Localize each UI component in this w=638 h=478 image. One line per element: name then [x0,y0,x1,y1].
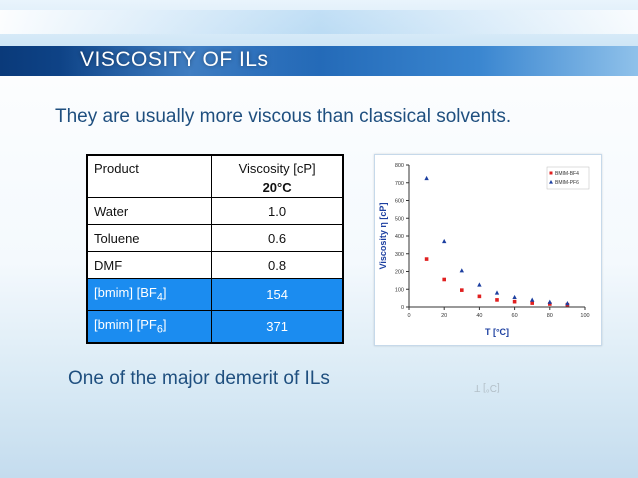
x-tick-label: 20 [441,313,447,319]
demerit-note: One of the major demerit of ILs [68,368,330,389]
x-tick-label: 0 [407,313,410,319]
header-viscosity: Viscosity [cP] 20°C [211,154,344,198]
viscosity-cell: 0.8 [211,251,344,280]
reflection-svg: T [°C] [474,382,500,393]
reflection-xlabel: T [°C] [474,382,500,393]
data-point-bmim-bf4 [495,298,499,302]
product-bracket: ] [162,317,167,333]
product-cell: DMF [86,251,213,280]
data-point-bmim-pf6 [424,175,429,181]
product-cell: [bmim] [BF4] [86,278,213,311]
y-tick-label: 0 [401,305,404,311]
slide-title: VISCOSITY OF ILs [80,48,269,71]
product-name: [bmim] [PF [94,317,157,333]
title-bar [0,46,638,76]
table-row: Water 1.0 [86,196,344,226]
product-subscript: 4 [156,291,163,304]
data-point-bmim-bf4 [530,301,534,305]
y-tick-label: 400 [395,234,404,240]
data-point-bmim-pf6 [494,290,500,295]
y-tick-label: 600 [395,199,404,205]
data-point-bmim-bf4 [512,299,517,304]
data-point-bmim-pf6 [547,299,552,304]
chart-reflection: T [°C] [374,345,600,405]
table-header-row: Product Viscosity [cP] 20°C [86,154,344,198]
data-point-bmim-pf6 [442,238,447,244]
table-row-highlighted: [bmim] [PF6] 371 [86,309,344,344]
header-band [0,0,638,46]
y-tick-label: 100 [395,287,404,293]
header-viscosity-label: Viscosity [cP] [238,161,316,176]
table-row: Toluene 0.6 [86,224,344,253]
data-point-bmim-bf4 [424,257,429,261]
y-axis-label: Viscosity η [cP] [378,203,388,270]
legend-label: BMIM-BF4 [555,171,579,177]
product-cell: [bmim] [PF6] [86,309,213,344]
viscosity-table: Product Viscosity [cP] 20°C Water 1.0 To… [86,154,344,344]
table-row-highlighted: [bmim] [BF4] 154 [86,278,344,311]
viscosity-cell: 154 [211,278,344,311]
data-point-bmim-pf6 [565,301,570,306]
x-tick-label: 60 [512,313,518,319]
y-tick-label: 300 [395,252,404,258]
data-point-bmim-pf6 [512,294,517,300]
legend-box [546,166,590,190]
x-tick-label: 40 [476,313,482,319]
header-temperature: 20°C [262,180,292,195]
x-tick-label: 100 [580,313,589,319]
table-row: DMF 0.8 [86,251,344,280]
data-point-bmim-bf4 [460,288,464,292]
x-tick-label: 80 [547,313,553,319]
product-bracket: ] [162,285,167,301]
chart-svg: 0 100 200 300 400 500 600 700 800 0 20 40 60 80 100 T [… [378,163,590,337]
data-point-bmim-pf6 [530,297,535,302]
data-point-bmim-pf6 [477,282,482,287]
y-tick-label: 700 [395,181,404,187]
viscosity-chart: 0 100 200 300 400 500 600 700 800 0 20 40 60 80 100 T [… [374,154,602,346]
data-point-bmim-bf4 [477,294,482,299]
viscosity-cell: 1.0 [211,196,344,226]
data-point-bmim-bf4 [442,277,446,282]
data-point-bmim-pf6 [459,268,464,273]
product-cell: Water [86,196,213,226]
x-axis-label: T [°C] [485,327,509,337]
y-tick-label: 500 [395,216,404,222]
header-product: Product [86,154,213,198]
data-point-bmim-bf4 [548,302,552,306]
product-cell: Toluene [86,224,213,253]
slide-subtitle: They are usually more viscous than class… [55,106,512,127]
legend-marker [549,180,553,184]
y-tick-label: 800 [395,163,404,169]
y-tick-label: 200 [395,270,404,276]
legend-label: BMIM-PF6 [555,180,579,186]
product-name: [bmim] [BF [94,285,157,301]
viscosity-cell: 0.6 [211,224,344,253]
product-subscript: 6 [156,323,163,336]
viscosity-cell: 371 [211,309,344,344]
legend-marker [549,171,553,175]
